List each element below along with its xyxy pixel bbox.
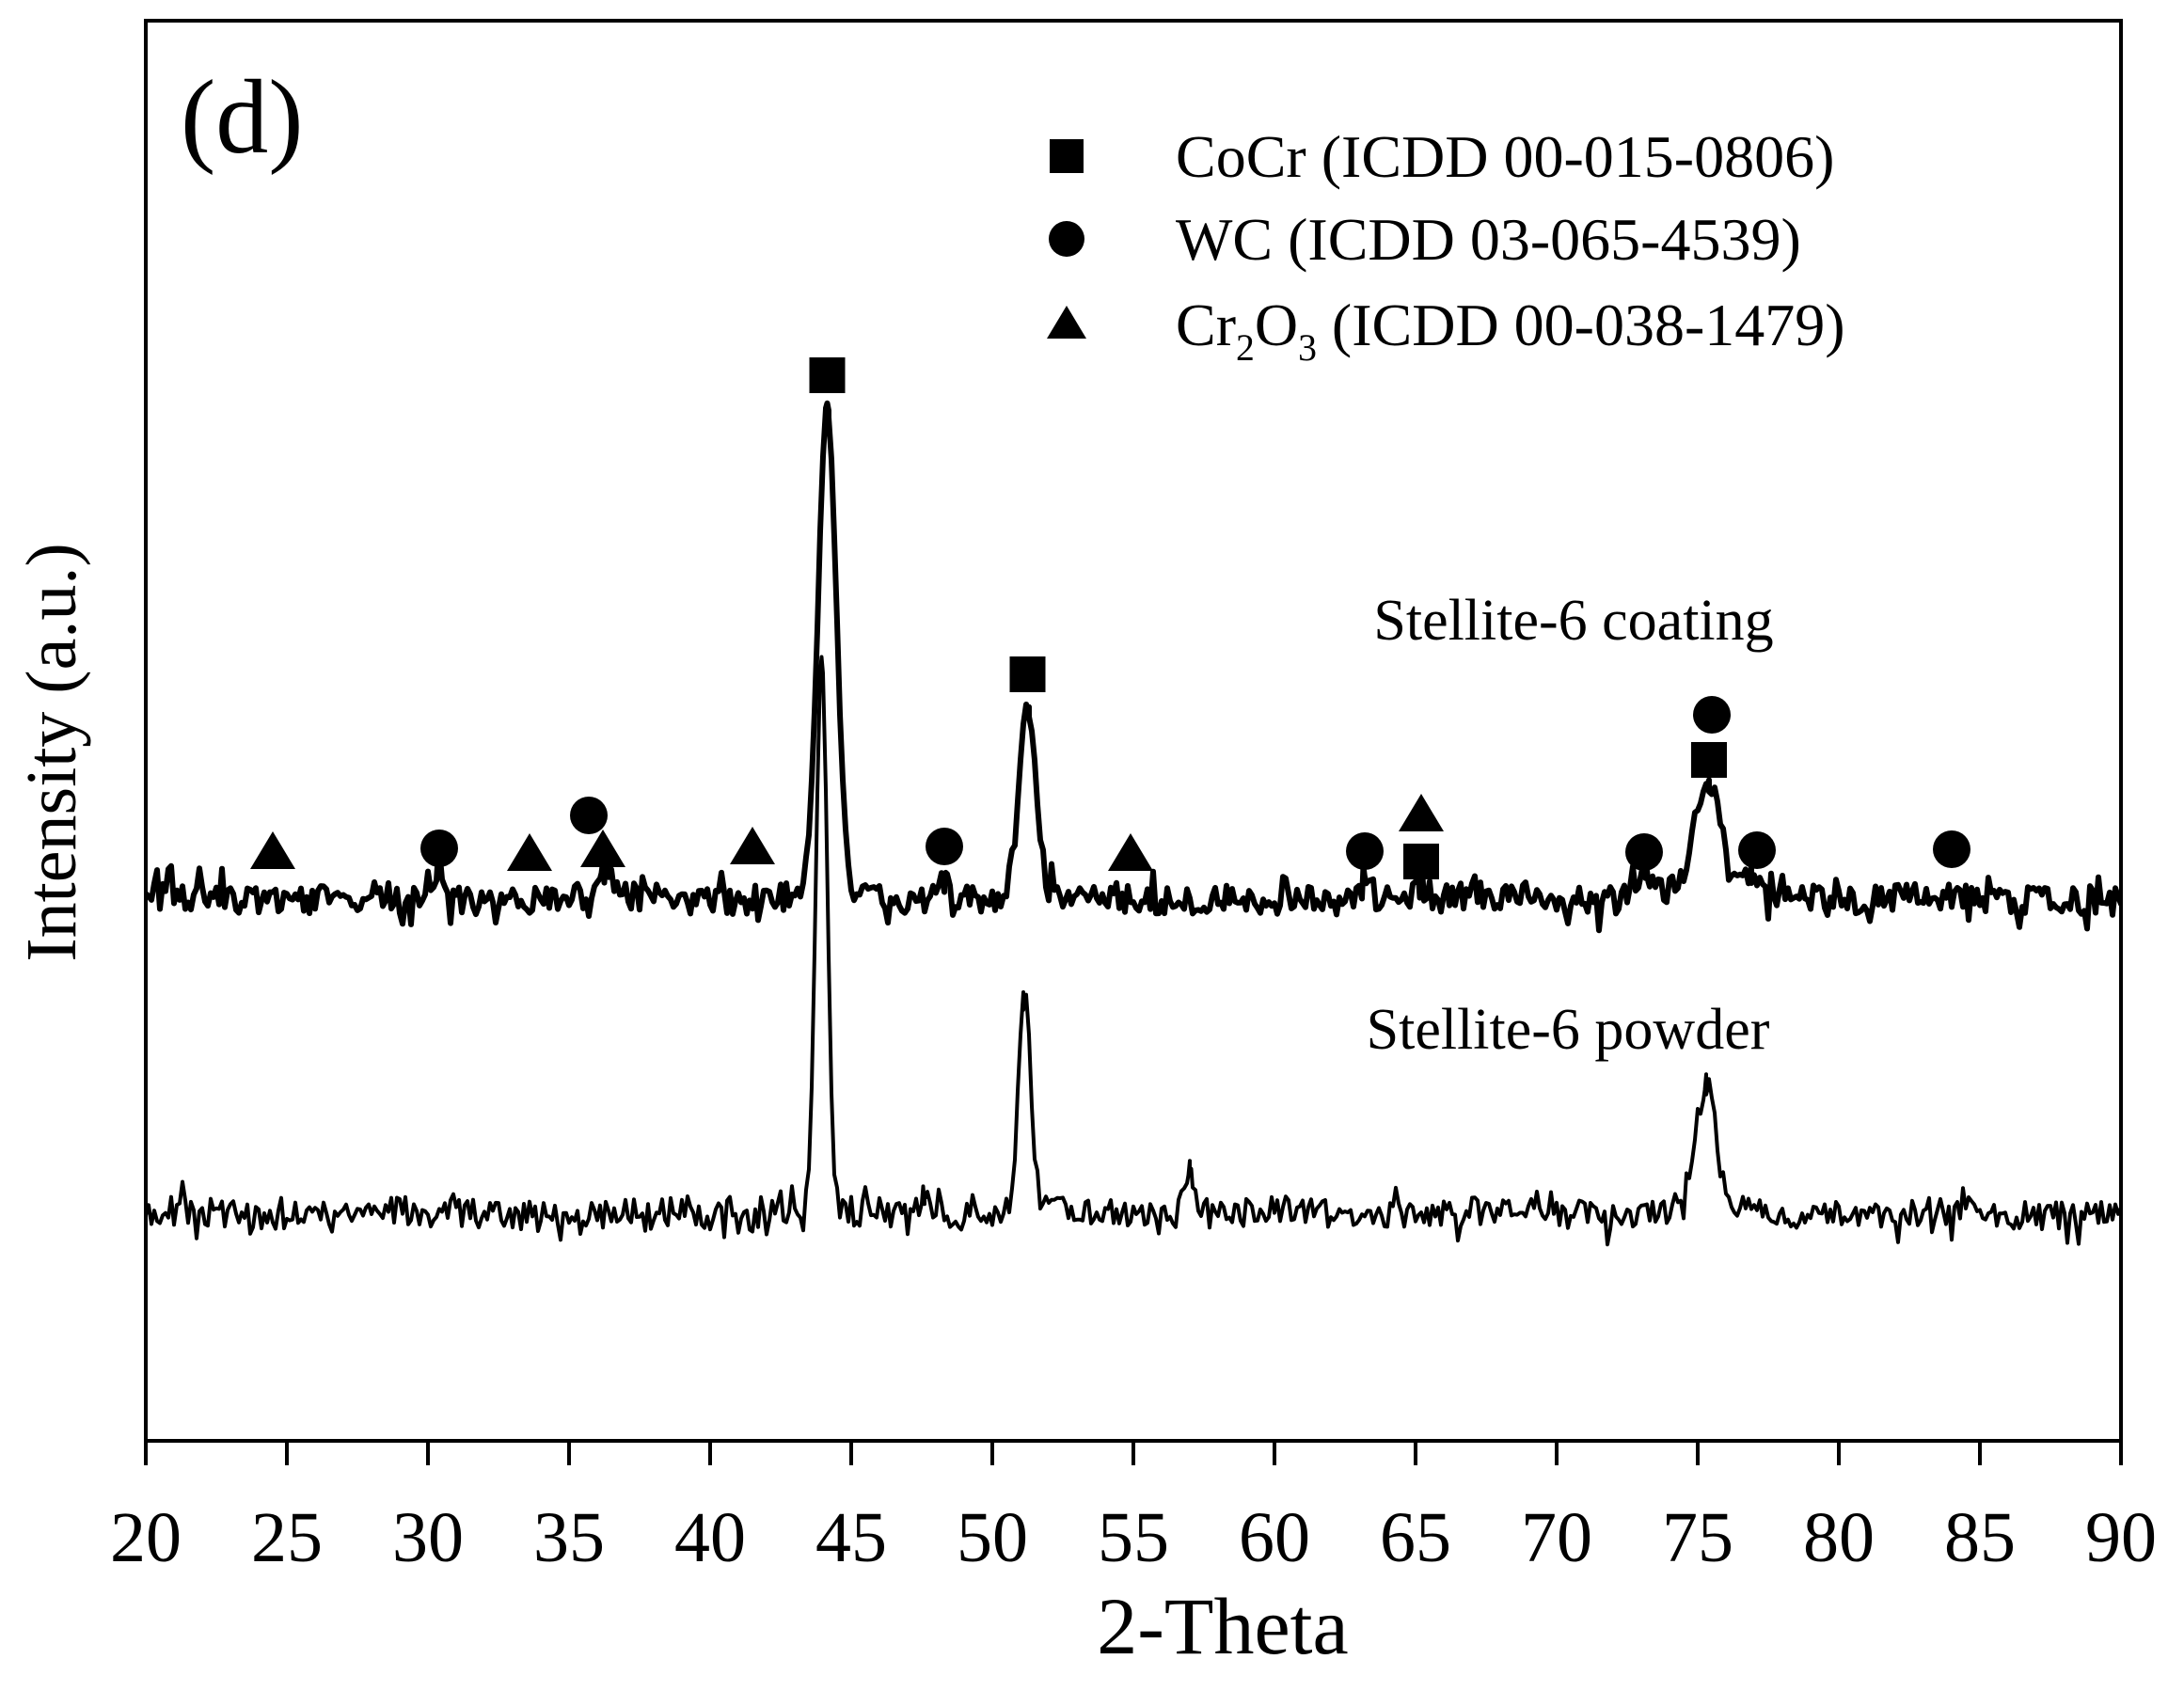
trace-stellite-6-powder — [148, 655, 2119, 1247]
cocr-marker — [1691, 742, 1727, 778]
x-axis-tick-label: 75 — [1662, 1498, 1733, 1577]
x-axis-tick-label: 40 — [674, 1498, 746, 1577]
x-axis-tick-label: 45 — [815, 1498, 887, 1577]
wc-marker — [1346, 832, 1384, 870]
x-axis-tick-label: 80 — [1803, 1498, 1875, 1577]
x-axis: 20 25 30 35 40 45 50 55 60 65 70 75 80 85 90 — [110, 1441, 2157, 1577]
phase-markers-wc — [420, 696, 1970, 871]
cocr-marker — [809, 357, 846, 393]
phase-markers-cr2o3 — [250, 794, 1444, 871]
wc-marker — [420, 830, 458, 867]
wc-marker — [1738, 831, 1776, 869]
legend-entry-cocr-icdd-00-015-0806: CoCr (ICDD 00-015-0806) — [1050, 123, 1834, 190]
wc-marker — [1625, 833, 1663, 871]
wc-marker — [1693, 696, 1731, 734]
legend-circle-icon — [1049, 221, 1084, 257]
legend-label: CoCr (ICDD 00-015-0806) — [1176, 123, 1834, 190]
x-axis-title: 2-Theta — [1097, 1581, 1348, 1671]
x-axis-tick-label: 20 — [110, 1498, 182, 1577]
cr2o3-marker — [1399, 794, 1444, 831]
panel-label: (d) — [181, 59, 304, 176]
cr2o3-marker — [507, 833, 552, 871]
cr2o3-marker — [580, 830, 625, 867]
legend-label: Cr2O3 (ICDD 00-038-1479) — [1176, 292, 1845, 369]
phase-markers-cocr — [809, 357, 1727, 879]
x-axis-tick-label: 65 — [1380, 1498, 1451, 1577]
cocr-marker — [1009, 656, 1046, 692]
wc-marker — [926, 828, 963, 865]
x-axis-tick-label: 85 — [1944, 1498, 2016, 1577]
trace-label-stellite-6-coating: Stellite-6 coating — [1373, 589, 1773, 653]
legend: CoCr (ICDD 00-015-0806) WC (ICDD 03-065-4… — [1047, 123, 1845, 369]
x-axis-tick-label: 60 — [1239, 1498, 1310, 1577]
cocr-marker — [1403, 844, 1439, 879]
x-axis-tick-label: 30 — [392, 1498, 464, 1577]
x-axis-tick-label: 55 — [1098, 1498, 1169, 1577]
cr2o3-marker — [730, 827, 775, 864]
legend-entry-cr2o3-icdd-00-038-1479: Cr2O3 (ICDD 00-038-1479) — [1047, 292, 1845, 369]
legend-triangle-icon — [1047, 306, 1086, 339]
x-axis-tick-label: 35 — [533, 1498, 605, 1577]
legend-label: WC (ICDD 03-065-4539) — [1176, 206, 1801, 273]
x-axis-tick-label: 50 — [957, 1498, 1028, 1577]
trace-label-stellite-6-powder: Stellite-6 powder — [1367, 998, 1770, 1062]
wc-marker — [1933, 830, 1970, 868]
x-axis-tick-label: 70 — [1521, 1498, 1592, 1577]
legend-square-icon — [1050, 139, 1084, 173]
cr2o3-marker — [250, 831, 295, 869]
legend-entry-wc-icdd-03-065-4539: WC (ICDD 03-065-4539) — [1049, 206, 1801, 273]
trace-stellite-6-coating — [148, 400, 2119, 934]
x-axis-tick-label: 25 — [251, 1498, 323, 1577]
wc-marker — [570, 797, 608, 834]
cr2o3-marker — [1108, 833, 1153, 871]
y-axis-title: Intensity (a.u.) — [12, 543, 91, 961]
plot-frame — [144, 19, 2123, 1443]
x-axis-tick-label: 90 — [2085, 1498, 2157, 1577]
